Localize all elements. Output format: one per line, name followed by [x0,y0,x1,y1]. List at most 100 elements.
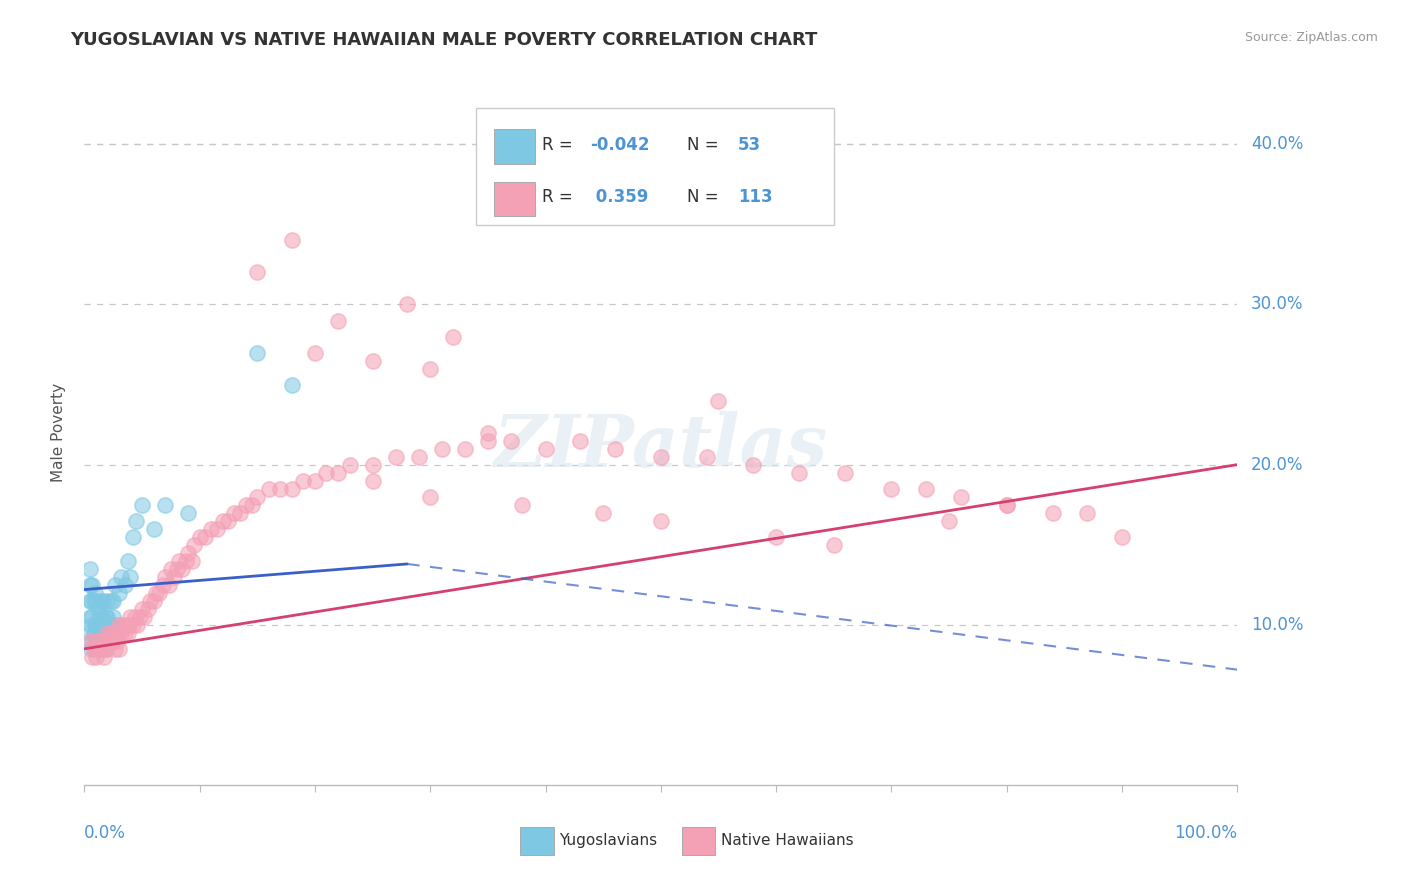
Point [79,625,101,640]
Point [90,609,112,624]
Point [104,641,127,656]
Point [823,538,845,552]
Point [100,625,122,640]
Point [949,490,972,504]
Point [167,554,190,568]
Point [650,514,672,528]
Point [153,570,176,584]
Point [83,594,105,608]
Point [94,633,117,648]
Point [104,578,127,592]
Point [177,546,200,560]
Text: 30.0%: 30.0% [1251,295,1303,313]
Point [142,522,165,536]
Point [915,482,938,496]
Point [89,633,111,648]
Text: 40.0%: 40.0% [1251,136,1303,153]
Point [419,490,441,504]
Point [396,297,419,311]
Y-axis label: Male Poverty: Male Poverty [51,383,66,483]
Point [90,625,112,640]
Point [108,617,131,632]
Point [834,466,856,480]
Point [90,641,112,656]
Point [139,594,162,608]
Point [103,633,124,648]
Point [152,578,174,592]
Point [87,641,110,656]
Point [441,329,464,343]
Point [107,625,129,640]
Point [96,609,118,624]
Point [108,586,131,600]
FancyBboxPatch shape [520,827,554,855]
FancyBboxPatch shape [682,827,716,855]
Point [200,522,222,536]
Point [96,594,118,608]
Point [118,617,141,632]
Point [995,498,1018,512]
Point [105,617,128,632]
Point [83,625,105,640]
Point [136,601,159,615]
Point [430,442,453,456]
Point [94,641,117,656]
Point [84,594,107,608]
Point [499,434,522,448]
Point [83,633,105,648]
Point [114,578,136,592]
Text: 100.0%: 100.0% [1174,824,1237,842]
Point [83,641,105,656]
Point [105,633,128,648]
Point [361,458,384,472]
Point [103,625,125,640]
Point [145,586,167,600]
Point [326,466,349,480]
Point [96,625,118,640]
Point [96,641,118,656]
Point [108,641,131,656]
Point [384,450,406,464]
FancyBboxPatch shape [494,129,536,164]
Point [172,562,194,576]
Point [408,450,430,464]
Text: 0.0%: 0.0% [84,824,127,842]
Point [787,466,810,480]
Point [569,434,592,448]
Point [742,458,765,472]
Point [880,482,903,496]
Point [87,601,110,615]
Point [477,434,499,448]
Point [148,586,170,600]
Point [83,617,105,632]
Point [98,617,121,632]
Point [114,625,136,640]
Point [269,482,291,496]
Point [183,538,205,552]
Point [603,442,626,456]
Point [117,554,139,568]
Point [103,609,124,624]
Text: YUGOSLAVIAN VS NATIVE HAWAIIAN MALE POVERTY CORRELATION CHART: YUGOSLAVIAN VS NATIVE HAWAIIAN MALE POVE… [70,31,818,49]
Point [995,498,1018,512]
Text: -0.042: -0.042 [591,136,650,153]
Point [240,498,263,512]
Point [125,514,148,528]
Point [127,617,149,632]
Point [128,609,150,624]
FancyBboxPatch shape [494,182,536,216]
Point [281,234,304,248]
Point [163,570,186,584]
Point [93,649,115,664]
Point [235,498,257,512]
Point [89,594,111,608]
Point [96,625,118,640]
Point [82,609,104,624]
Point [79,633,101,648]
Point [512,498,534,512]
Point [79,578,101,592]
Point [188,530,211,544]
Point [120,570,142,584]
Point [257,482,280,496]
Point [111,617,134,632]
